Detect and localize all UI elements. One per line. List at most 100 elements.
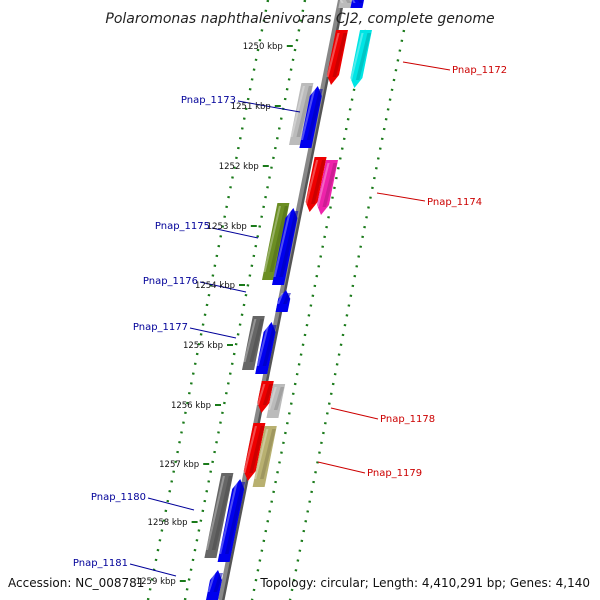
gene-pnap-1176-block-shade (283, 293, 291, 304)
feature-red-1174-shade (311, 160, 326, 204)
feature-red-1-shade (332, 33, 347, 77)
ruler-label: 1255 kbp (183, 341, 223, 351)
gene-pnap-1177-block (255, 322, 277, 374)
gene-pnap-1181-block-highlight (207, 573, 216, 592)
feature-red-1-highlight (326, 33, 340, 77)
gene-pnap-1173-block-highlight (300, 89, 316, 140)
ruler-label: 1253 kbp (207, 222, 247, 232)
feature-red-1178 (256, 381, 274, 413)
tick-marks (146, 0, 406, 600)
feature-gray-1177-highlight (243, 319, 257, 362)
feature-top-blue (350, 0, 364, 8)
feature-red-1179-shade (249, 426, 265, 473)
feature-red-1179-highlight (243, 426, 257, 473)
gene-pnap-1174-block-shade (322, 163, 337, 207)
gene-pnap-1173-block (299, 86, 323, 148)
gene-pnap-1175-block-highlight (273, 211, 291, 277)
gene-leader-line (237, 100, 301, 113)
gene-label-pnap-1172[interactable]: Pnap_1172 (452, 65, 507, 76)
gene-pnap-1176-block-highlight (277, 293, 284, 304)
ruler: 1250 kbp 1251 kbp 1252 kbp 1253 kbp 1254 kbp… (136, 42, 293, 587)
gene-label-pnap-1179[interactable]: Pnap_1179 (367, 468, 422, 479)
tick-track (250, 29, 368, 600)
gene-pnap-1178-block-highlight (267, 387, 277, 410)
ruler-label: 1259 kbp (136, 577, 176, 587)
gene-pnap-1173-block-shade (306, 89, 323, 140)
gene-pnap-1177-block-highlight (256, 325, 270, 366)
gene-pnap-1177-block-shade (262, 325, 277, 366)
feature-gray-1180-shade (211, 476, 233, 550)
feature-top-gray-shade (345, 0, 351, 3)
map-title: Polaromonas naphthalenivorans CJ2, compl… (105, 11, 494, 27)
gene-leader-line (317, 461, 366, 474)
gene-pnap-1178-block-shade (273, 387, 285, 410)
gene-pnap-1172-block-highlight (349, 33, 364, 80)
feature-red-1174-highlight (305, 160, 319, 204)
gene-leader-line (199, 281, 247, 293)
gene-pnap-1181-block (206, 570, 223, 600)
gene-pnap-1179-block-shade (260, 429, 276, 479)
feature-red-1179 (243, 423, 266, 481)
gene-label-pnap-1180[interactable]: Pnap_1180 (91, 492, 146, 503)
feature-gray-1180 (204, 473, 234, 558)
gene-leader-line (189, 327, 237, 339)
gene-label-pnap-1178[interactable]: Pnap_1178 (380, 414, 435, 425)
feature-top-blue-shade (357, 0, 363, 3)
gene-pnap-1173-block-body (299, 86, 322, 148)
gene-pnap-1177-block-body (255, 322, 276, 374)
accession-label: Accession: NC_008781 (8, 576, 144, 590)
gene-leader-line (402, 61, 451, 71)
feature-green-1175-highlight (263, 206, 281, 272)
tick-track (183, 0, 307, 600)
gene-label-pnap-1174[interactable]: Pnap_1174 (427, 197, 482, 208)
gene-pnap-1175-block (272, 208, 299, 285)
tick-track (146, 0, 270, 600)
feature-top-gray-highlight (339, 0, 344, 3)
feature-green-1175 (262, 203, 290, 280)
gene-leader-line (211, 227, 259, 239)
features-layer (204, 0, 372, 600)
feature-red-1178-shade (262, 384, 273, 405)
gene-pnap-1176-block (275, 290, 291, 312)
feature-gray-1177 (242, 316, 265, 370)
gene-pnap-1180-block (217, 479, 246, 562)
gene-label-pnap-1173[interactable]: Pnap_1173 (181, 95, 236, 106)
labels-layer: Pnap_1172 Pnap_1173 Pnap_1174 Pnap_1175 Pnap… (73, 61, 507, 577)
feature-top-blue-highlight (351, 0, 356, 3)
gene-pnap-1181-block-body (206, 570, 222, 600)
gene-leader-line (129, 563, 177, 577)
feature-red-1 (326, 30, 348, 85)
gene-label-pnap-1181[interactable]: Pnap_1181 (73, 558, 128, 569)
gene-leader-line (376, 192, 426, 202)
gene-pnap-1179-block-highlight (254, 429, 269, 479)
feature-green-1175-shade (269, 206, 289, 272)
gene-label-pnap-1176[interactable]: Pnap_1176 (143, 276, 198, 287)
feature-gray-1177-shade (249, 319, 264, 362)
gene-pnap-1172-block-shade (355, 33, 371, 80)
gene-pnap-1180-block-highlight (219, 482, 238, 554)
feature-gray-1180-highlight (205, 476, 225, 550)
ruler-label: 1251 kbp (231, 102, 271, 112)
gene-pnap-1175-block-shade (279, 211, 299, 277)
ruler-label: 1257 kbp (159, 460, 199, 470)
gene-pnap-1174-block-highlight (316, 163, 330, 207)
gene-leader-line (147, 497, 195, 511)
feature-red-1174 (305, 157, 327, 212)
genome-summary: Topology: circular; Length: 4,410,291 bp… (259, 576, 590, 590)
ruler-label: 1250 kbp (243, 42, 283, 52)
gene-label-pnap-1177[interactable]: Pnap_1177 (133, 322, 188, 333)
gene-leader-line (330, 407, 379, 420)
gene-pnap-1181-block-shade (213, 573, 223, 592)
feature-red-1178-highlight (256, 384, 266, 405)
feature-gray-1173-shade (296, 86, 313, 137)
gene-pnap-1178-block (266, 384, 286, 418)
feature-top-gray (338, 0, 352, 8)
gene-label-pnap-1175[interactable]: Pnap_1175 (155, 221, 210, 232)
gene-pnap-1174-block (316, 160, 338, 215)
ruler-label: 1252 kbp (219, 162, 259, 172)
gene-pnap-1180-block-shade (225, 482, 246, 554)
tick-track (288, 29, 406, 600)
ruler-label: 1256 kbp (171, 401, 211, 411)
ruler-label: 1258 kbp (148, 518, 188, 528)
